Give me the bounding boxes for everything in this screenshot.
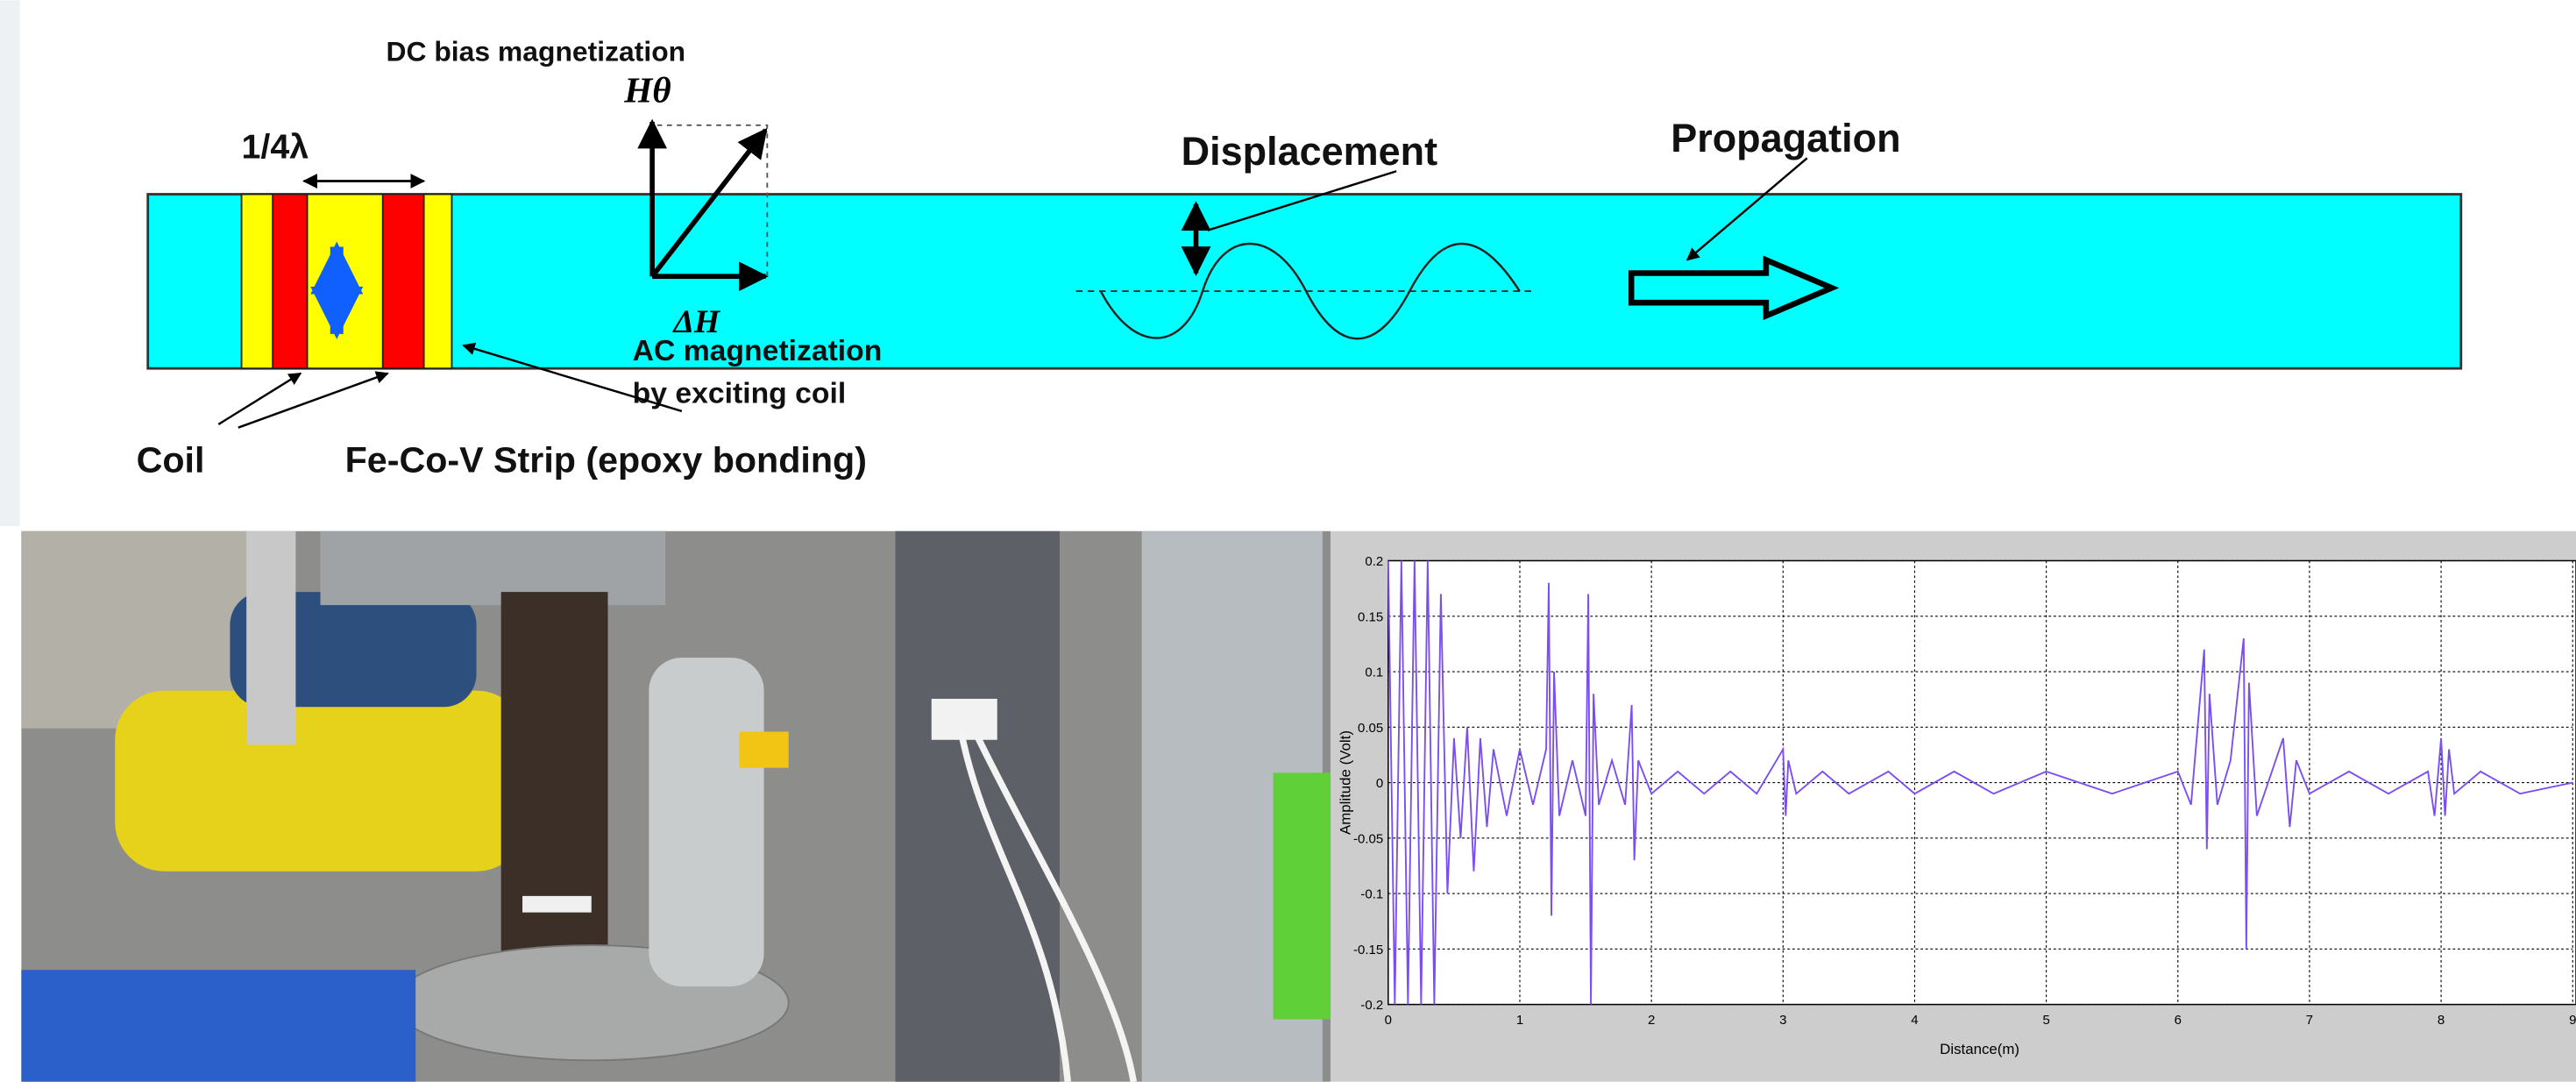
page: {"diagram": { "dc_bias": "DC bias magnet… [0, 0, 2576, 1082]
label: Displacement [1182, 129, 1437, 174]
y-axis-label: Amplitude (Volt) [1338, 730, 1354, 835]
test-pipe [501, 592, 608, 986]
y-tick-label: 0.15 [1358, 609, 1383, 624]
sensor [522, 896, 592, 913]
label: Hθ [623, 70, 671, 110]
x-tick-label: 7 [2306, 1013, 2313, 1028]
waveguide [148, 195, 2461, 369]
pipe [246, 531, 295, 745]
x-tick-label: 3 [1779, 1013, 1786, 1028]
label: 1/4λ [242, 127, 309, 166]
label: AC magnetization [633, 334, 883, 367]
x-axis-label: Distance(m) [1940, 1041, 2019, 1057]
yellow-pump [115, 691, 526, 872]
column [896, 531, 1060, 1082]
y-tick-label: -0.2 [1360, 998, 1383, 1013]
y-tick-label: -0.05 [1353, 831, 1383, 846]
x-tick-label: 6 [2175, 1013, 2182, 1028]
x-tick-label: 4 [1911, 1013, 1918, 1028]
tag [739, 731, 788, 767]
x-tick-label: 9 [2569, 1013, 2576, 1028]
photo [21, 531, 1331, 1082]
figure: 1/4λ DC bias magnetization Hθ ΔH AC magn… [0, 0, 2576, 1082]
x-tick-label: 0 [1385, 1013, 1392, 1028]
label: Coil [137, 439, 205, 480]
cylinder [649, 658, 763, 986]
margin [0, 0, 19, 526]
coil-bar [273, 195, 307, 369]
x-tick-label: 8 [2438, 1013, 2445, 1028]
y-tick-label: 0.05 [1358, 721, 1383, 736]
label: DC bias magnetization [386, 36, 685, 68]
coil-bar [383, 195, 424, 369]
label: Propagation [1671, 116, 1900, 160]
y-tick-label: -0.15 [1353, 943, 1383, 957]
y-tick-label: 0 [1376, 776, 1383, 791]
y-tick-label: -0.1 [1360, 887, 1383, 902]
flange [321, 531, 666, 605]
blue-stand [21, 970, 415, 1081]
green-device [1274, 772, 1331, 1019]
x-tick-label: 1 [1516, 1013, 1523, 1028]
x-tick-label: 5 [2042, 1013, 2049, 1028]
y-tick-label: 0.1 [1365, 666, 1383, 680]
y-tick-label: 0.2 [1365, 554, 1383, 569]
label: Fe-Co-V Strip (epoxy bonding) [345, 439, 867, 480]
x-tick-label: 2 [1648, 1013, 1655, 1028]
